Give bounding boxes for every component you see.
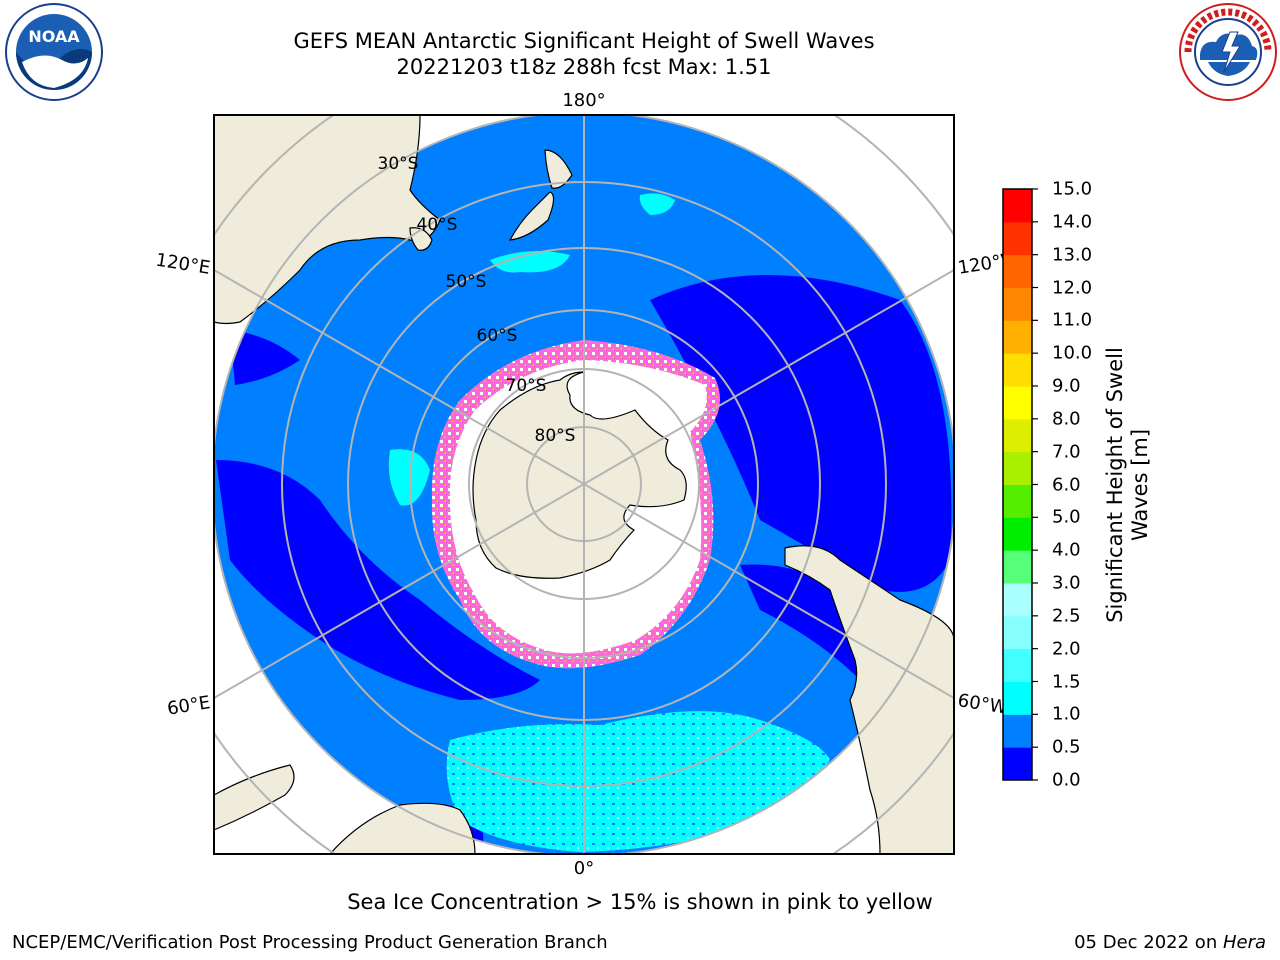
colorbar-tick-label: 1.5 [1052,671,1081,692]
colorbar-tick-label: 4.0 [1052,539,1081,561]
parallel-label-80s: 80°S [535,426,576,446]
footer-date-text: 05 Dec 2022 on [1074,932,1223,953]
colorbar-tick-label: 15.0 [1052,178,1093,200]
colorbar-title: Significant Height of Swell Waves [m] [1103,347,1152,623]
colorbar-tick-label: 6.0 [1052,474,1081,495]
noaa-logo-text: NOAA [28,27,80,46]
colorbar-segment [1003,221,1032,256]
colorbar-tick-label: 10.0 [1052,342,1093,364]
south-america-land [784,545,954,854]
antarctica-land [472,371,687,579]
parallel-label-60s: 60°S [477,326,518,346]
colorbar-tick-label: 3.0 [1052,572,1081,594]
colorbar-tick-label: 9.0 [1052,375,1081,397]
colorbar-tick-label: 11.0 [1052,309,1093,331]
new-zealand-north-land [544,149,573,189]
colorbar-segment [1003,615,1032,650]
colorbar-tick-label: 5.0 [1052,506,1081,528]
sea-ice-note: Sea Ice Concentration > 15% is shown in … [347,890,933,914]
chart-subtitle: 20221203 t18z 288h fcst Max: 1.51 [396,55,772,79]
footer-host: Hera [1222,932,1266,953]
meridian-label-0: 0° [574,858,594,879]
colorbar-segment [1003,648,1032,682]
meridian-label-120e: 120°E [154,250,211,279]
colorbar-segment [1003,353,1032,387]
parallel-label-70s: 70°S [506,376,547,396]
graticule-meridians [214,115,954,854]
colorbar-tick-label: 2.0 [1052,638,1081,660]
colorbar-tick-label: 2.5 [1052,605,1081,627]
africa-land [329,802,476,854]
colorbar-tick-label: 13.0 [1052,244,1093,266]
meridian-label-60e: 60°E [166,692,212,720]
colorbar-tick-label: 7.0 [1052,441,1081,463]
colorbar-segment [1003,517,1032,551]
footer-credit: NCEP/EMC/Verification Post Processing Pr… [12,932,608,953]
colorbar-tick-label: 14.0 [1052,211,1093,233]
colorbar-segment [1003,714,1032,748]
parallel-label-40s: 40°S [417,215,458,235]
chart-title: GEFS MEAN Antarctic Significant Height o… [293,29,875,53]
colorbar [1003,189,1032,781]
footer-date: 05 Dec 2022 on Hera [1074,932,1266,953]
noaa-logo-icon: NOAA [5,3,103,101]
colorbar-tick-label: 1.0 [1052,703,1081,725]
parallel-label-30s: 30°S [378,154,419,174]
colorbar-segment [1003,550,1032,584]
colorbar-segment [1003,418,1032,453]
colorbar-tick-label: 12.0 [1052,277,1093,298]
colorbar-segment [1003,451,1032,485]
colorbar-segment [1003,189,1032,223]
colorbar-segment [1003,320,1032,354]
meridian-label-60w: 60°W [956,690,1009,719]
colorbar-segment [1003,484,1032,518]
colorbar-segment [1003,254,1032,288]
colorbar-tick-label: 8.0 [1052,408,1081,430]
colorbar-segment [1003,287,1032,321]
colorbar-segment [1003,583,1032,617]
colorbar-tick-label: 0.5 [1052,736,1081,758]
meridian-label-180: 180° [562,90,605,111]
colorbar-tick-label: 0.0 [1052,769,1081,791]
nws-logo-icon [1179,3,1277,101]
parallel-label-50s: 50°S [446,272,487,292]
colorbar-segment [1003,681,1032,715]
swell-layer-0-0.5m-indian [216,460,540,700]
colorbar-segment [1003,386,1032,420]
swell-layer-0-0.5m-pacific [650,275,952,592]
colorbar-segment [1003,747,1032,781]
map-frame [213,114,955,855]
colorbar-ticks [1032,188,1038,781]
new-zealand-south-land [508,191,555,241]
